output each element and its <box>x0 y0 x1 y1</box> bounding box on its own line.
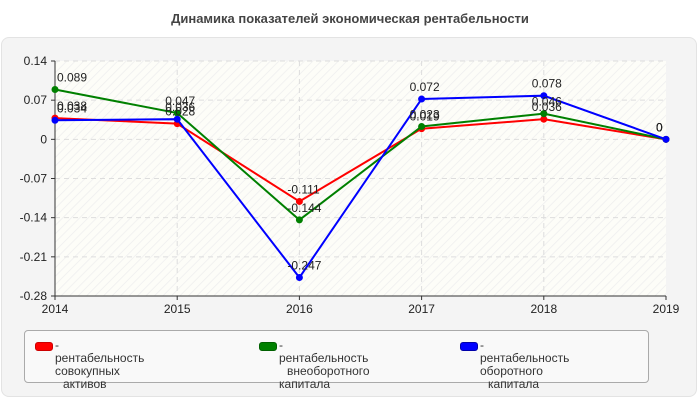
data-label: 0.023 <box>410 107 440 121</box>
legend-swatch-green <box>259 342 277 351</box>
y-tick-label: -0.07 <box>20 172 48 186</box>
data-label: 0.047 <box>165 94 195 108</box>
x-tick-label: 2014 <box>42 302 69 316</box>
data-point[interactable] <box>51 116 59 124</box>
data-point[interactable] <box>295 216 303 224</box>
data-point[interactable] <box>295 197 303 205</box>
data-point[interactable] <box>173 109 181 117</box>
y-tick-label: -0.14 <box>20 211 48 225</box>
data-label: 0.038 <box>57 99 87 113</box>
series-line[interactable] <box>54 117 667 203</box>
data-label: 0 <box>656 120 663 134</box>
legend: - рентабельность совокупных активов - рен… <box>24 330 649 391</box>
data-label: 0.028 <box>165 105 195 119</box>
data-labels: 0.038 0.028 -0.111 0.019 0.036 0 0.089 0.047 -0.… <box>57 71 663 273</box>
data-label: -0.247 <box>287 259 321 273</box>
series-line[interactable] <box>54 94 667 280</box>
y-tick-label: 0.14 <box>24 54 48 68</box>
legend-label: - рентабельность оборотного капитала <box>480 338 570 391</box>
y-tick-label: -0.28 <box>20 289 48 303</box>
legend-swatch-red <box>35 342 53 351</box>
legend-label: - рентабельность совокупных активов <box>55 338 145 391</box>
x-tick-label: 2019 <box>653 302 680 316</box>
data-label: 0.072 <box>410 80 440 94</box>
data-series <box>51 86 670 282</box>
data-label: 0 <box>656 120 663 134</box>
data-point[interactable] <box>173 115 181 123</box>
legend-label: - рентабельность внеоборотного капитала <box>279 338 370 391</box>
x-tick-label: 2017 <box>408 302 435 316</box>
x-tick-label: 2016 <box>286 302 313 316</box>
series-line[interactable] <box>54 88 667 222</box>
y-tick-label: 0.07 <box>24 93 48 107</box>
y-tick-label: 0 <box>40 132 47 146</box>
x-tick-label: 2015 <box>164 302 191 316</box>
data-point[interactable] <box>662 135 670 143</box>
data-point[interactable] <box>418 95 426 103</box>
chart-title: Динамика показателей экономическая рента… <box>171 11 529 26</box>
y-tick-label: -0.21 <box>20 250 48 264</box>
data-point[interactable] <box>295 274 303 282</box>
data-label: 0 <box>656 120 663 134</box>
data-point[interactable] <box>540 92 548 100</box>
data-label: 0.034 <box>57 101 87 115</box>
data-label: 0.036 <box>165 100 195 114</box>
data-label: 0.036 <box>532 100 562 114</box>
legend-swatch-blue <box>460 342 478 351</box>
data-point[interactable] <box>418 122 426 130</box>
data-label: -0.144 <box>287 201 321 215</box>
data-label: 0.019 <box>410 110 440 124</box>
data-point[interactable] <box>51 86 59 94</box>
data-point[interactable] <box>540 115 548 123</box>
data-point[interactable] <box>540 110 548 118</box>
data-label: 0.078 <box>532 77 562 91</box>
data-label: -0.111 <box>287 182 320 196</box>
data-label: 0.089 <box>57 71 87 85</box>
data-label: 0.046 <box>532 95 562 109</box>
x-tick-label: 2018 <box>530 302 557 316</box>
